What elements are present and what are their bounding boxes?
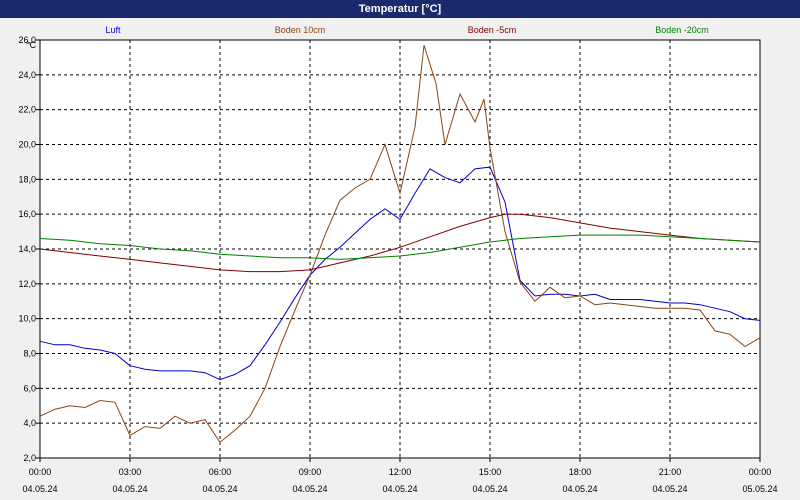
series-lines: [39, 45, 761, 444]
x-tick-time-label: 00:00: [29, 467, 52, 477]
x-tick-date-label: 04.05.24: [562, 484, 597, 494]
legend-entry: Boden 10cm: [275, 25, 326, 35]
series-line: [39, 166, 761, 381]
legend-entry: Boden -20cm: [655, 25, 709, 35]
x-tick-time-label: 00:00: [749, 467, 772, 477]
y-axis-ticks: 2,0 4,0 6,0 8,0 10,0 12,0 14,0 16,0 18,0 20,0 22,0…: [18, 35, 40, 463]
y-tick-label: 22,0: [18, 105, 36, 115]
y-tick-label: 2,0: [23, 453, 36, 463]
x-tick-date-label: 04.05.24: [22, 484, 57, 494]
x-tick-date-label: 04.05.24: [382, 484, 417, 494]
series-line: [39, 234, 761, 260]
x-axis-ticks: 00:00 04.05.24 03:00 04.05.24 06:00 04.05.24 0…: [22, 458, 778, 494]
x-tick-time-label: 21:00: [659, 467, 682, 477]
y-tick-label: 26,0: [18, 35, 36, 45]
series-line: [39, 213, 761, 273]
temperature-chart: 2,0 4,0 6,0 8,0 10,0 12,0 14,0 16,0 18,0 20,0 22,0…: [0, 18, 800, 500]
x-tick-time-label: 18:00: [569, 467, 592, 477]
legend-entry: Boden -5cm: [468, 25, 517, 35]
x-tick-time-label: 15:00: [479, 467, 502, 477]
y-tick-label: 8,0: [23, 349, 36, 359]
window-title: Temperatur [°C]: [358, 3, 442, 15]
y-tick-label: 10,0: [18, 314, 36, 324]
x-tick-date-label: 04.05.24: [112, 484, 147, 494]
chart-title-bar: Temperatur [°C]: [0, 0, 800, 18]
legend-entry: Luft: [105, 25, 121, 35]
y-tick-label: 14,0: [18, 244, 36, 254]
x-tick-date-label: 05.05.24: [742, 484, 777, 494]
x-tick-time-label: 09:00: [299, 467, 322, 477]
y-tick-label: 16,0: [18, 209, 36, 219]
y-tick-label: 4,0: [23, 418, 36, 428]
x-tick-time-label: 06:00: [209, 467, 232, 477]
x-tick-date-label: 04.05.24: [472, 484, 507, 494]
y-tick-label: 20,0: [18, 140, 36, 150]
y-tick-label: 24,0: [18, 70, 36, 80]
x-tick-date-label: 04.05.24: [202, 484, 237, 494]
y-tick-label: 6,0: [23, 383, 36, 393]
series-line: [39, 45, 761, 444]
x-tick-time-label: 12:00: [389, 467, 412, 477]
y-tick-label: 12,0: [18, 279, 36, 289]
legend: Luft Boden 10cm Boden -5cm Boden -20cm: [105, 25, 708, 35]
x-tick-time-label: 03:00: [119, 467, 142, 477]
x-tick-date-label: 04.05.24: [652, 484, 687, 494]
x-tick-date-label: 04.05.24: [292, 484, 327, 494]
y-tick-label: 18,0: [18, 174, 36, 184]
y-axis-unit: °C: [26, 40, 37, 50]
